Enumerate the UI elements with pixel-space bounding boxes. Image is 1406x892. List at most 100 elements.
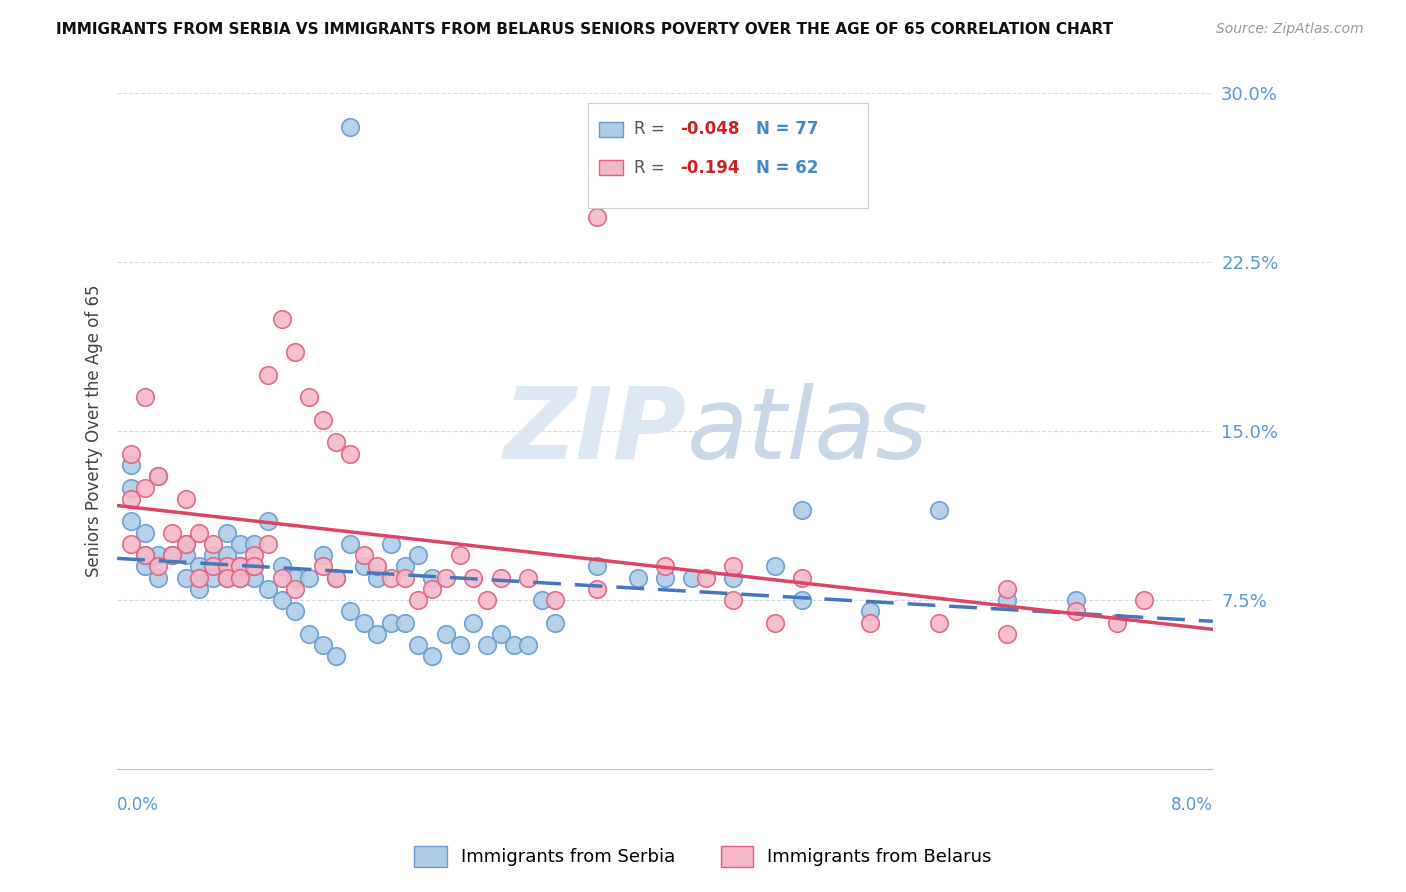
Point <box>339 537 361 551</box>
Point <box>134 391 156 405</box>
Point <box>420 582 443 596</box>
Point <box>420 571 443 585</box>
Point <box>243 571 266 585</box>
Point <box>215 548 238 562</box>
Text: 0.0%: 0.0% <box>117 797 159 814</box>
Point <box>790 503 813 517</box>
Point <box>517 638 540 652</box>
Point <box>339 120 361 135</box>
Point <box>134 548 156 562</box>
Text: R =: R = <box>634 120 671 138</box>
Point <box>859 615 882 630</box>
Point <box>120 458 142 472</box>
Point <box>134 548 156 562</box>
Point <box>380 615 402 630</box>
Point <box>654 571 676 585</box>
Point <box>229 559 252 574</box>
Point <box>503 638 526 652</box>
Point <box>434 627 457 641</box>
Point <box>463 571 485 585</box>
Point <box>763 559 786 574</box>
Point <box>790 571 813 585</box>
Point <box>148 548 170 562</box>
Point <box>585 211 607 225</box>
Point <box>284 582 307 596</box>
Point <box>325 649 347 664</box>
Point <box>723 559 745 574</box>
Text: IMMIGRANTS FROM SERBIA VS IMMIGRANTS FROM BELARUS SENIORS POVERTY OVER THE AGE O: IMMIGRANTS FROM SERBIA VS IMMIGRANTS FRO… <box>56 22 1114 37</box>
Point <box>188 582 211 596</box>
Point <box>311 548 333 562</box>
Text: -0.048: -0.048 <box>681 120 740 138</box>
Point <box>325 571 347 585</box>
Point <box>339 447 361 461</box>
Point <box>243 559 266 574</box>
Point <box>928 615 950 630</box>
Point <box>995 627 1018 641</box>
Point <box>270 571 292 585</box>
Point <box>723 593 745 607</box>
Text: atlas: atlas <box>688 383 928 480</box>
Point <box>256 582 278 596</box>
Point <box>243 537 266 551</box>
Point <box>585 559 607 574</box>
Text: ZIP: ZIP <box>503 383 688 480</box>
Point <box>1064 593 1087 607</box>
Point <box>284 345 307 359</box>
Point <box>298 391 321 405</box>
Point <box>202 548 225 562</box>
Point <box>394 559 416 574</box>
Point <box>202 559 225 574</box>
Point <box>420 649 443 664</box>
Text: R =: R = <box>634 159 671 177</box>
Point <box>229 559 252 574</box>
Point <box>1064 604 1087 618</box>
Point <box>1133 593 1156 607</box>
Text: 8.0%: 8.0% <box>1171 797 1213 814</box>
Point <box>489 571 512 585</box>
Point <box>489 627 512 641</box>
Text: N = 77: N = 77 <box>756 120 818 138</box>
Point <box>215 571 238 585</box>
Point <box>134 525 156 540</box>
FancyBboxPatch shape <box>599 121 623 136</box>
Point <box>585 582 607 596</box>
Point <box>174 537 197 551</box>
Point <box>394 615 416 630</box>
FancyBboxPatch shape <box>588 103 868 208</box>
Point <box>449 638 471 652</box>
Point <box>284 604 307 618</box>
Point <box>174 537 197 551</box>
Point <box>256 537 278 551</box>
Point <box>256 368 278 382</box>
Point <box>174 571 197 585</box>
Y-axis label: Seniors Poverty Over the Age of 65: Seniors Poverty Over the Age of 65 <box>86 285 103 577</box>
Point <box>134 481 156 495</box>
Text: N = 62: N = 62 <box>756 159 818 177</box>
Point <box>995 593 1018 607</box>
Point <box>681 571 703 585</box>
Point <box>790 593 813 607</box>
Point <box>380 571 402 585</box>
Point <box>353 559 375 574</box>
Text: -0.194: -0.194 <box>681 159 740 177</box>
Point <box>408 593 430 607</box>
Point <box>215 525 238 540</box>
Point <box>311 413 333 427</box>
Point <box>148 559 170 574</box>
Point <box>859 604 882 618</box>
Point <box>229 537 252 551</box>
Point <box>995 582 1018 596</box>
Point <box>202 537 225 551</box>
Point <box>544 593 567 607</box>
Point <box>298 571 321 585</box>
Point <box>148 469 170 483</box>
Point <box>723 571 745 585</box>
Point <box>120 447 142 461</box>
Point <box>408 638 430 652</box>
Point <box>202 571 225 585</box>
Point <box>215 571 238 585</box>
Point <box>353 615 375 630</box>
Point <box>202 559 225 574</box>
Point <box>463 615 485 630</box>
